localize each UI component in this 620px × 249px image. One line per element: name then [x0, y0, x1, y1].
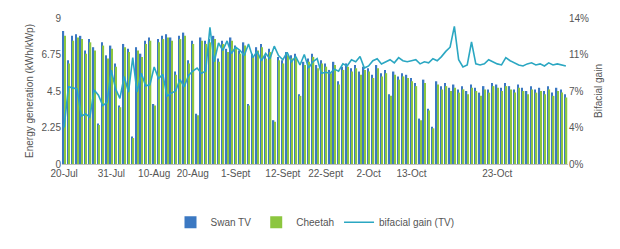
svg-text:2-Oct: 2-Oct	[356, 168, 381, 179]
svg-text:Cheetah: Cheetah	[296, 217, 334, 228]
svg-text:10-Aug: 10-Aug	[138, 168, 170, 179]
svg-text:0%: 0%	[569, 159, 584, 170]
svg-text:7%: 7%	[569, 86, 584, 97]
svg-text:14%: 14%	[569, 13, 589, 24]
svg-text:0: 0	[55, 159, 61, 170]
svg-text:11%: 11%	[569, 49, 588, 60]
svg-text:6.75: 6.75	[42, 49, 62, 60]
svg-text:22-Sept: 22-Sept	[308, 168, 343, 179]
svg-text:12-Sept: 12-Sept	[265, 168, 300, 179]
svg-text:13-Oct: 13-Oct	[396, 168, 426, 179]
svg-text:1-Sept: 1-Sept	[221, 168, 251, 179]
svg-text:20-Aug: 20-Aug	[177, 168, 209, 179]
svg-text:bifacial gain (TV): bifacial gain (TV)	[379, 217, 454, 228]
svg-text:4.5: 4.5	[47, 86, 61, 97]
svg-text:Bifacial gain: Bifacial gain	[593, 64, 604, 118]
svg-text:2.25: 2.25	[42, 122, 62, 133]
svg-text:20-Jul: 20-Jul	[51, 168, 78, 179]
svg-text:4%: 4%	[569, 122, 584, 133]
svg-text:9: 9	[55, 13, 61, 24]
svg-text:Energy generation (kWh/kWp): Energy generation (kWh/kWp)	[24, 24, 35, 158]
svg-text:Swan TV: Swan TV	[211, 217, 252, 228]
svg-text:31-Jul: 31-Jul	[98, 168, 125, 179]
svg-text:23-Oct: 23-Oct	[482, 168, 512, 179]
